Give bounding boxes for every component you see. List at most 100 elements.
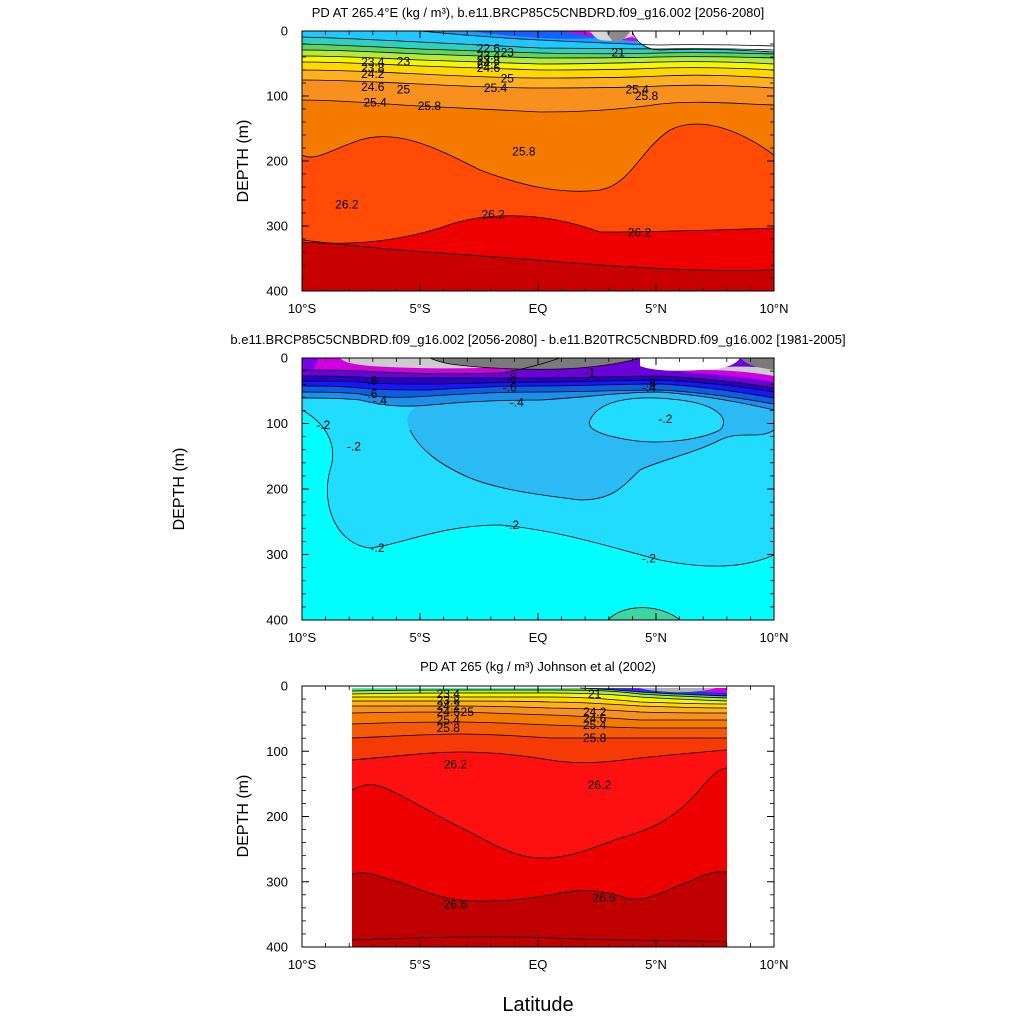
contour-label: 25.8 (583, 731, 607, 745)
y-tick-label: 0 (281, 351, 288, 366)
panel-bottom-contour-labels: 23.423.824.224.6 2525.425.826.22124.224.6… (437, 687, 616, 912)
x-tick-label: 10°S (288, 957, 317, 972)
contour-label: -.4 (510, 396, 524, 410)
x-tick-label: 10°N (759, 630, 788, 645)
panel-bottom-axes: 10°S 5°S EQ 5°N 10°N 0 100 200 300 400 (266, 679, 788, 973)
contour-label: 26.2 (481, 207, 505, 221)
panel-top-title: PD AT 265.4°E (kg / m³), b.e11.BRCP85C5C… (312, 5, 765, 20)
contour-label: 25.4 (583, 718, 607, 732)
contour-label: 21 (612, 45, 626, 59)
x-tick-label: 10°N (759, 957, 788, 972)
panel-top-contour-lines (302, 31, 774, 271)
contour-label: 24.6 (437, 705, 461, 719)
fill-anom-m2 (430, 358, 640, 370)
panel-bottom-contour-lines (351, 687, 728, 943)
y-tick-label: 0 (281, 679, 288, 694)
x-tick-label: 10°S (288, 301, 317, 316)
contour-label: 25.4 (484, 81, 508, 95)
contour-label: -.8 (642, 376, 656, 390)
contour-label: 23.8 (437, 693, 461, 707)
x-tick-label: EQ (529, 630, 548, 645)
fill-obs-right-gray (640, 688, 716, 693)
contour-label: 24.2 (437, 699, 461, 713)
panel-bottom-ylabel: DEPTH (m) (235, 775, 252, 858)
fill-anom-m2-right (740, 358, 774, 370)
x-tick-label: 5°S (409, 957, 430, 972)
contour-label: 24.2 (361, 67, 385, 81)
panel-middle-ylabel: DEPTH (m) (171, 448, 188, 531)
fill-anom-m0-4 (302, 358, 774, 500)
contour-label: -.2 (316, 418, 330, 432)
panel-bottom: PD AT 265 (kg / m³) Johnson et al (2002) (235, 659, 789, 972)
contour-label: 24.2 (477, 57, 501, 71)
contour-label: 25.8 (512, 144, 536, 158)
contour-label: 25.8 (418, 99, 442, 113)
contour-label: 26.2 (588, 778, 612, 792)
contour-label: 24.6 (583, 712, 607, 726)
contour-label: 26.2 (444, 757, 468, 771)
contour-label: -.2 (505, 518, 519, 532)
y-tick-label: 300 (266, 874, 288, 889)
x-tick-label: 5°S (409, 301, 430, 316)
y-tick-label: 400 (266, 940, 288, 955)
panel-middle-contour-labels: -.8-.6-.4-.2-.2-.8-.6-.4-1-.8-.4-.2-.2-.… (316, 365, 673, 565)
contour-label: 25.4 (363, 96, 387, 110)
contour-label: -.4 (642, 380, 656, 394)
contour-label: -.6 (363, 387, 377, 401)
panel-top: PD AT 265.4°E (kg / m³), b.e11.BRCP85C5C… (235, 5, 789, 316)
fill-obs-top-cyan (352, 688, 560, 689)
panel-middle-contour-fill (302, 358, 774, 620)
contour-label: 25.4 (437, 713, 461, 727)
contour-label: 23.4 (477, 49, 501, 63)
y-tick-label: 100 (266, 744, 288, 759)
fill-anom-surface-white-right (640, 358, 740, 371)
x-tick-label: 5°S (409, 630, 430, 645)
y-tick-label: 0 (281, 24, 288, 39)
y-tick-label: 100 (266, 416, 288, 431)
panel-middle: b.e11.BRCP85C5CNBDRD.f09_g16.002 [2056-2… (171, 332, 846, 645)
panel-bottom-contour-fill (351, 687, 728, 947)
x-tick-label: 10°S (288, 630, 317, 645)
contour-label: 21 (588, 687, 602, 701)
panel-top-axes: 10°S 5°S EQ 5°N 10°N 0 100 200 300 400 (266, 24, 788, 317)
x-tick-label: 5°N (645, 630, 667, 645)
contour-label: 26.2 (628, 226, 652, 240)
fill-band-surface-white (630, 31, 774, 52)
figure-xlabel: Latitude (502, 994, 573, 1016)
panel-bottom-title: PD AT 265 (kg / m³) Johnson et al (2002) (420, 659, 656, 674)
contour-label: 23.8 (477, 53, 501, 67)
x-tick-label: 10°N (759, 301, 788, 316)
x-tick-label: 5°N (645, 301, 667, 316)
contour-label: -.2 (658, 412, 672, 426)
contour-label: 24.2 (583, 705, 607, 719)
y-tick-label: 100 (266, 89, 288, 104)
x-tick-label: 5°N (645, 957, 667, 972)
contour-label: 25 (461, 705, 475, 719)
x-tick-label: EQ (529, 957, 548, 972)
contour-label: -.2 (347, 439, 361, 453)
contour-label: 26.6 (444, 898, 468, 912)
fill-anom-m1-8-right (700, 366, 774, 376)
fill-band-20-6 (606, 31, 630, 42)
contour-label: -.4 (373, 394, 387, 408)
contour-label: -.8 (363, 373, 377, 387)
contour-label: -.2 (642, 551, 656, 565)
y-tick-label: 400 (266, 613, 288, 628)
fill-anom-surface-purple-left (302, 358, 318, 378)
contour-label: 23.4 (361, 55, 385, 69)
contour-label: 24.6 (477, 61, 501, 75)
y-tick-label: 200 (266, 482, 288, 497)
contour-label: 23.8 (361, 61, 385, 75)
contour-label: 25.8 (437, 721, 461, 735)
fill-anom-m0-2-core (589, 397, 724, 442)
contour-label: 26.6 (592, 891, 616, 905)
contour-label: 24.6 (361, 80, 385, 94)
y-tick-label: 200 (266, 809, 288, 824)
panel-middle-title: b.e11.BRCP85C5CNBDRD.f09_g16.002 [2056-2… (230, 332, 845, 347)
contour-label: 23 (501, 45, 515, 59)
contour-label: 26.2 (335, 198, 359, 212)
contour-label: 25.8 (635, 89, 659, 103)
contour-label: 23 (397, 55, 411, 69)
contour-label: 23.4 (437, 687, 461, 701)
contour-label: 25 (397, 83, 411, 97)
